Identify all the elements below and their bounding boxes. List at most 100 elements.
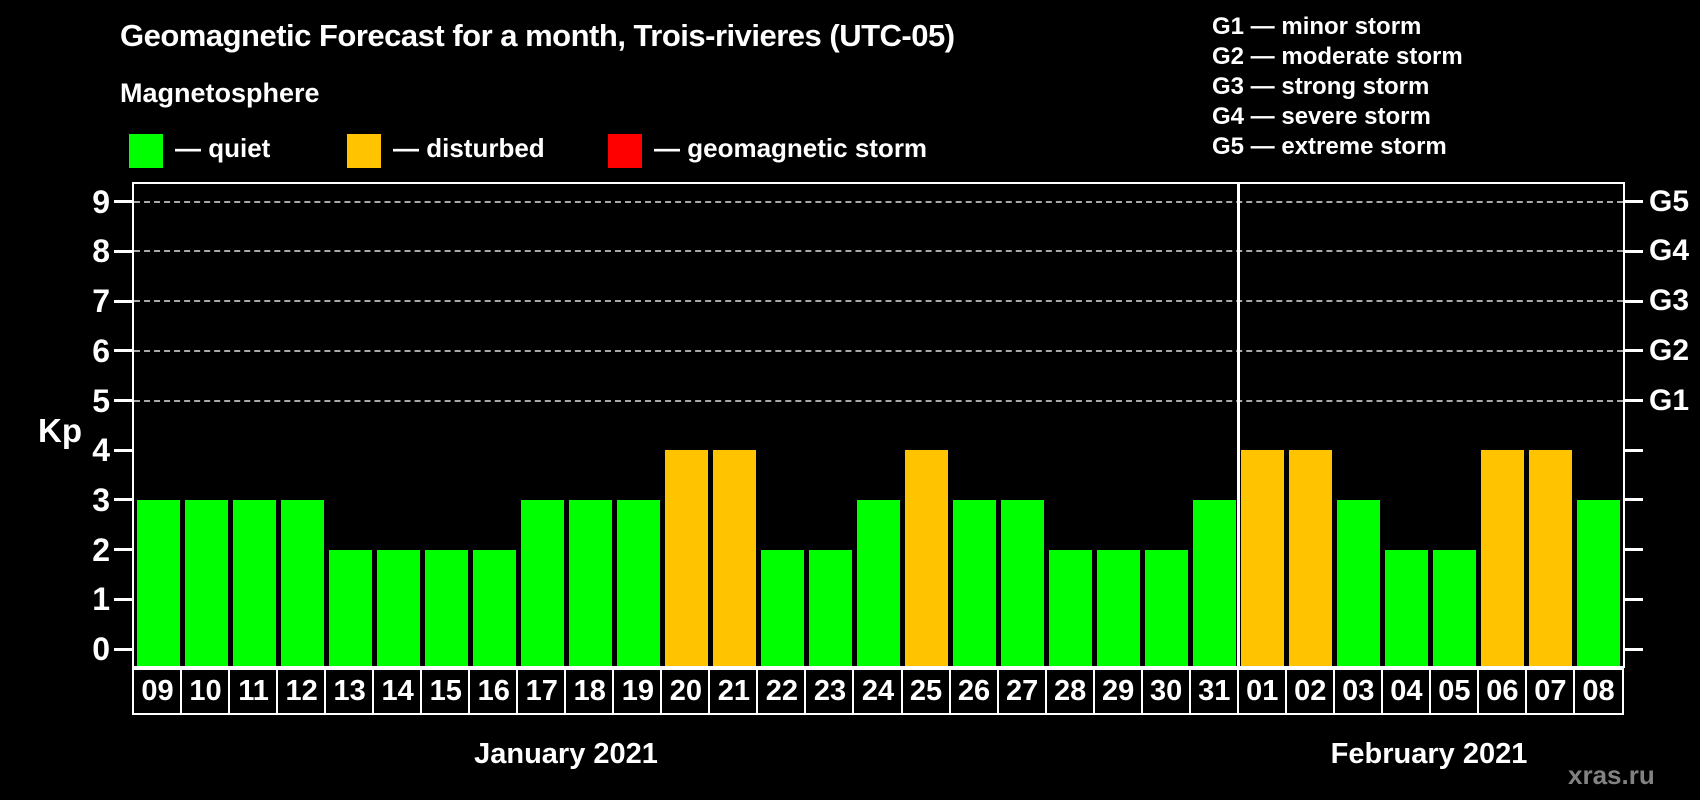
right-axis-g-label: G4 xyxy=(1649,234,1690,268)
kp-bar xyxy=(280,499,324,666)
day-label-box: 10 xyxy=(180,668,232,715)
day-label-box: 16 xyxy=(468,668,520,715)
day-label-box: 02 xyxy=(1284,668,1336,715)
day-label-box: 06 xyxy=(1476,668,1528,715)
day-label-box: 08 xyxy=(1572,668,1624,715)
gridline-kp9 xyxy=(134,200,1623,203)
right-axis-tick xyxy=(1625,448,1643,452)
kp-bar xyxy=(1529,450,1573,666)
y-axis-tick xyxy=(114,448,132,452)
kp-bar xyxy=(1049,549,1093,666)
right-axis-tick xyxy=(1625,249,1643,253)
right-axis-tick xyxy=(1625,647,1643,651)
y-axis-tick xyxy=(114,548,132,552)
y-tick-label: 6 xyxy=(92,332,110,369)
kp-bar xyxy=(1577,499,1621,666)
right-axis-g-label: G1 xyxy=(1649,383,1690,417)
y-axis-tick xyxy=(114,249,132,253)
kp-bar xyxy=(712,450,756,666)
y-tick-label: 5 xyxy=(92,382,110,419)
right-axis-tick xyxy=(1625,498,1643,502)
kp-bar xyxy=(664,450,708,666)
legend-item-label: — geomagnetic storm xyxy=(654,133,928,163)
y-tick-label: 9 xyxy=(92,183,110,220)
kp-bar xyxy=(1385,549,1429,666)
y-axis-tick xyxy=(114,299,132,303)
y-tick-label: 2 xyxy=(92,531,110,568)
watermark: xras.ru xyxy=(1568,760,1655,790)
kp-bar xyxy=(1481,450,1525,666)
day-label-box: 31 xyxy=(1188,668,1240,715)
right-axis-tick xyxy=(1625,200,1643,204)
day-label-box: 11 xyxy=(228,668,280,715)
kp-bar xyxy=(136,499,180,666)
kp-bar xyxy=(808,549,852,666)
day-label-box: 25 xyxy=(900,668,952,715)
day-label-box: 21 xyxy=(708,668,760,715)
kp-bar xyxy=(1193,499,1237,666)
right-axis-g-label: G3 xyxy=(1649,284,1690,318)
day-label-box: 26 xyxy=(948,668,1000,715)
day-label-box: 01 xyxy=(1236,668,1288,715)
kp-bar xyxy=(1337,499,1381,666)
y-tick-label: 7 xyxy=(92,283,110,320)
kp-bar xyxy=(184,499,228,666)
g1-legend-line: G1 — minor storm xyxy=(1212,13,1422,40)
kp-bar xyxy=(616,499,660,666)
gridline-kp6 xyxy=(134,349,1623,352)
legend-heading: Magnetosphere xyxy=(120,78,320,108)
month-divider-line xyxy=(1237,182,1241,668)
day-label-box: 04 xyxy=(1380,668,1432,715)
right-axis-tick xyxy=(1625,299,1643,303)
disturbed-color-swatch xyxy=(347,134,381,168)
y-tick-label: 8 xyxy=(92,233,110,270)
y-axis-tick xyxy=(114,597,132,601)
day-label-box: 05 xyxy=(1428,668,1480,715)
kp-bar xyxy=(520,499,564,666)
day-label-box: 30 xyxy=(1140,668,1192,715)
kp-bar xyxy=(1097,549,1141,666)
gridline-kp5 xyxy=(134,399,1623,402)
kp-bar xyxy=(424,549,468,666)
g3-legend-line: G3 — strong storm xyxy=(1212,73,1430,100)
y-axis-tick xyxy=(114,200,132,204)
kp-bar xyxy=(1001,499,1045,666)
gridline-kp8 xyxy=(134,250,1623,253)
right-axis-g-label: G2 xyxy=(1649,333,1690,367)
day-label-box: 15 xyxy=(420,668,472,715)
kp-bar xyxy=(376,549,420,666)
day-label-box: 23 xyxy=(804,668,856,715)
day-label-box: 22 xyxy=(756,668,808,715)
legend-item-label: — quiet xyxy=(175,133,271,163)
y-axis-label: Kp xyxy=(38,412,82,449)
right-axis-tick xyxy=(1625,548,1643,552)
month-label: January 2021 xyxy=(474,738,658,770)
y-tick-label: 0 xyxy=(92,631,110,667)
kp-bar xyxy=(328,549,372,666)
y-tick-label: 1 xyxy=(92,581,110,618)
right-axis-tick xyxy=(1625,399,1643,402)
y-tick-label: 4 xyxy=(92,432,110,469)
kp-bar xyxy=(1433,549,1477,666)
day-label-box: 20 xyxy=(660,668,712,715)
y-axis-tick xyxy=(114,349,132,353)
kp-bar xyxy=(1241,450,1285,666)
day-label-box: 13 xyxy=(324,668,376,715)
day-label-box: 24 xyxy=(852,668,904,715)
y-axis-tick xyxy=(114,399,132,402)
day-label-box: 28 xyxy=(1044,668,1096,715)
storm-color-swatch xyxy=(608,134,642,168)
day-label-box: 17 xyxy=(516,668,568,715)
right-axis-tick xyxy=(1625,349,1643,353)
right-axis-g-label: G5 xyxy=(1649,184,1690,218)
day-label-box: 27 xyxy=(996,668,1048,715)
kp-bar xyxy=(1289,450,1333,666)
right-axis-tick xyxy=(1625,597,1643,601)
quiet-color-swatch xyxy=(129,134,163,168)
kp-bar xyxy=(1145,549,1189,666)
y-axis-tick xyxy=(114,498,132,502)
kp-bar xyxy=(953,499,997,666)
legend-item-label: — disturbed xyxy=(393,133,545,163)
gridline-kp7 xyxy=(134,300,1623,303)
day-label-box: 18 xyxy=(564,668,616,715)
